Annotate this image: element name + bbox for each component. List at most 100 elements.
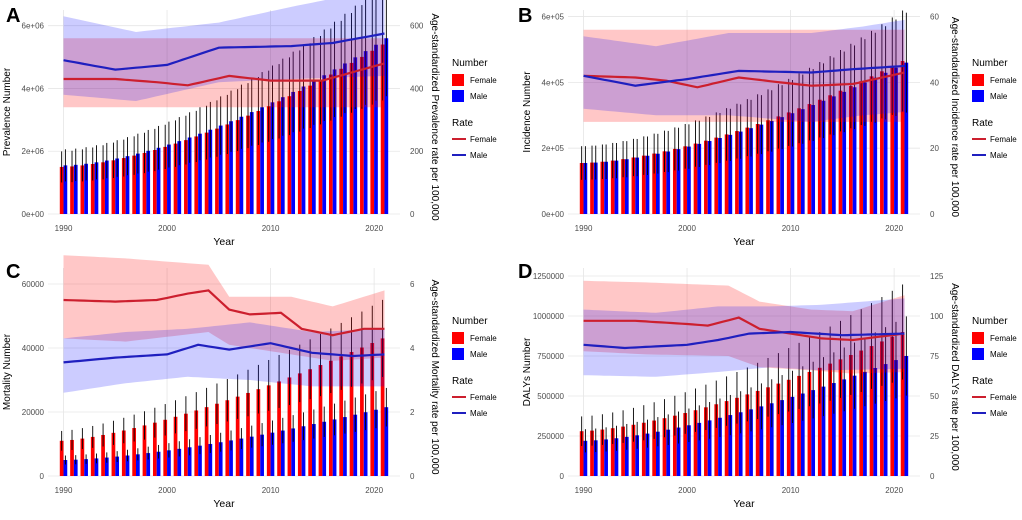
right-tick-label: 6 [410, 280, 415, 289]
bar-male-2008 [769, 403, 774, 476]
bar-male-1999 [676, 149, 681, 214]
left-tick-label: 2e+05 [542, 144, 565, 153]
bar-male-1995 [115, 158, 120, 214]
bar-female-2019 [360, 56, 364, 214]
bar-female-2004 [204, 407, 209, 476]
legend-swatch-female [972, 332, 984, 344]
bar-male-2012 [811, 390, 816, 476]
bar-female-2008 [766, 387, 770, 476]
rate-line-male [583, 64, 905, 87]
bar-female-1991 [70, 166, 74, 214]
bar-female-2002 [184, 140, 188, 214]
bar-female-1991 [590, 430, 594, 476]
bar-female-2000 [163, 419, 168, 476]
legend-line-label-female: Female [990, 393, 1017, 402]
bar-female-1993 [90, 436, 95, 476]
bar-female-2011 [797, 108, 801, 214]
panel-label: C [6, 261, 20, 283]
bar-male-2000 [167, 144, 171, 214]
bar-female-1993 [610, 428, 615, 476]
bar-male-2007 [759, 406, 764, 476]
bar-female-1997 [132, 155, 136, 214]
legend-rate-title: Rate [452, 376, 474, 387]
bar-male-2004 [208, 443, 213, 476]
right-tick-label: 600 [410, 22, 424, 31]
bar-male-1998 [666, 429, 671, 476]
bar-female-2013 [297, 91, 302, 214]
bar-female-2010 [266, 385, 271, 476]
bar-male-1994 [624, 436, 629, 476]
bar-female-1996 [641, 155, 646, 214]
legend: Number Female Male Rate Female Male [972, 316, 1017, 418]
left-tick-label: 500000 [537, 392, 564, 401]
bar-female-2010 [266, 106, 271, 214]
bar-female-2017 [859, 350, 864, 476]
x-axis-title: Year [213, 236, 235, 248]
left-tick-label: 750000 [537, 352, 564, 361]
bar-male-2000 [687, 146, 691, 214]
bar-male-1993 [94, 458, 99, 476]
legend: Number Female Male Rate Female Male [452, 316, 497, 418]
bar-female-2007 [755, 390, 760, 476]
bar-female-2002 [704, 407, 708, 476]
bar-female-1992 [600, 429, 605, 476]
bar-female-1993 [610, 160, 615, 214]
panel-label: A [6, 5, 20, 27]
bar-female-2000 [683, 413, 688, 476]
bar-male-1998 [146, 453, 151, 476]
bar-male-2012 [811, 105, 816, 214]
bar-female-1999 [152, 422, 157, 476]
right-y-axis-title: Age-standardized Incidence rate per 100,… [949, 17, 960, 218]
bar-male-1991 [73, 459, 78, 476]
left-y-axis-title: Incidence Number [522, 71, 533, 153]
legend-number-title: Number [452, 58, 488, 69]
bar-female-2004 [724, 401, 729, 476]
bar-male-2002 [187, 137, 192, 214]
bar-male-2018 [353, 414, 358, 476]
bar-female-2021 [380, 44, 385, 215]
bar-male-1999 [156, 147, 161, 214]
bar-female-2000 [683, 146, 688, 214]
bar-female-2011 [277, 381, 281, 476]
bar-female-2012 [807, 371, 812, 476]
legend-line-label-female: Female [470, 393, 497, 402]
legend-label-female: Female [470, 334, 497, 343]
left-tick-label: 0 [560, 472, 565, 481]
bar-female-2019 [880, 71, 884, 214]
bar-female-2006 [225, 124, 230, 214]
bar-female-1998 [142, 152, 147, 214]
bar-female-2003 [714, 404, 719, 476]
bar-male-2001 [177, 141, 182, 214]
x-tick-label: 2020 [365, 224, 383, 233]
panel-label: D [518, 261, 532, 283]
bar-female-2005 [215, 128, 219, 214]
bar-male-2014 [832, 383, 836, 476]
bar-female-1992 [80, 438, 85, 476]
bar-male-1996 [645, 155, 650, 214]
rate-line-female [63, 289, 385, 337]
bar-male-2009 [780, 117, 784, 214]
bar-male-2001 [697, 143, 702, 214]
bar-male-1991 [593, 162, 598, 214]
left-tick-label: 0e+00 [542, 210, 565, 219]
bar-male-2007 [759, 124, 764, 214]
bar-male-2018 [353, 57, 358, 214]
bar-male-2017 [343, 417, 347, 476]
bar-female-1995 [111, 160, 116, 214]
bar-female-2002 [704, 140, 708, 214]
right-tick-label: 0 [410, 210, 415, 219]
bar-male-1990 [583, 163, 588, 214]
x-tick-label: 2000 [158, 486, 176, 495]
right-tick-label: 100 [930, 312, 944, 321]
bar-female-2020 [370, 50, 375, 214]
bar-male-2006 [229, 440, 233, 476]
bar-female-1994 [101, 434, 105, 476]
bar-male-2004 [728, 134, 733, 214]
bar-male-2021 [904, 356, 909, 476]
chart-panel-d: D 0 250000 500000 750000 1000000 1250000 0 25 50 7… [518, 261, 1017, 510]
legend-line-label-male: Male [470, 151, 488, 160]
bar-female-2001 [693, 410, 698, 476]
bar-female-2010 [786, 112, 791, 214]
right-tick-label: 50 [930, 392, 939, 401]
